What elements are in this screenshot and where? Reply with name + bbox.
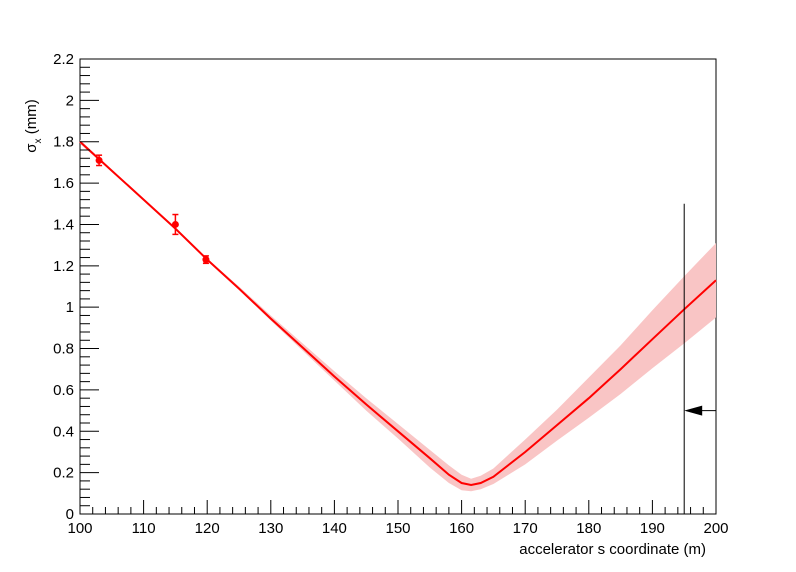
y-axis-label-unit: (mm) <box>23 99 40 138</box>
y-axis-label-subscript: x <box>33 138 44 143</box>
x-tick-label: 120 <box>195 520 220 537</box>
plot-frame <box>79 58 717 515</box>
y-axis-ticks: 0 0.2 0.4 0.6 0.8 1 1.2 1.4 1.6 1.8 2 2.2 <box>53 51 99 523</box>
measurement-point-3 <box>202 255 210 265</box>
arrow-head <box>684 405 703 416</box>
data-point <box>95 156 103 164</box>
x-axis-label: accelerator s coordinate (m) <box>519 541 706 558</box>
data-point <box>171 220 179 228</box>
x-tick-label: 140 <box>322 520 347 537</box>
y-tick-label: 1.8 <box>53 134 74 151</box>
x-tick-label: 110 <box>132 520 156 537</box>
y-tick-label: 1.4 <box>53 216 74 233</box>
x-tick-label: 130 <box>258 520 283 537</box>
y-tick-label: 1.6 <box>53 175 74 192</box>
y-axis-label: σx (mm) <box>23 99 44 152</box>
y-axis-label-symbol: σ <box>23 143 40 153</box>
measurement-points-layer <box>95 154 210 265</box>
data-point <box>202 256 210 264</box>
y-tick-label: 0.6 <box>53 382 74 399</box>
x-tick-label: 100 <box>67 520 92 537</box>
measurement-point-2 <box>171 213 179 236</box>
fit-curve <box>79 140 717 487</box>
uncertainty-band <box>80 139 716 492</box>
y-tick-label: 2.2 <box>53 51 74 68</box>
measurement-point-1 <box>95 154 103 167</box>
y-tick-label: 0 <box>66 506 74 523</box>
y-tick-label: 1 <box>66 299 74 316</box>
marker-layer <box>683 203 716 514</box>
x-tick-label: 200 <box>703 520 728 537</box>
x-tick-label: 150 <box>385 520 410 537</box>
y-tick-label: 0.2 <box>53 465 74 482</box>
x-tick-label: 190 <box>640 520 665 537</box>
y-tick-label: 0.8 <box>53 341 74 358</box>
y-tick-label: 0.4 <box>53 423 74 440</box>
x-tick-label: 170 <box>513 520 538 537</box>
y-tick-label: 2 <box>66 92 74 109</box>
y-tick-label: 1.2 <box>53 258 74 275</box>
uncertainty-band-layer <box>80 139 716 492</box>
fit-curve-layer <box>79 140 717 487</box>
x-axis-ticks: 100 110 120 130 140 150 160 170 180 190 200 <box>67 500 729 537</box>
x-tick-label: 160 <box>449 520 474 537</box>
x-tick-label: 180 <box>576 520 601 537</box>
